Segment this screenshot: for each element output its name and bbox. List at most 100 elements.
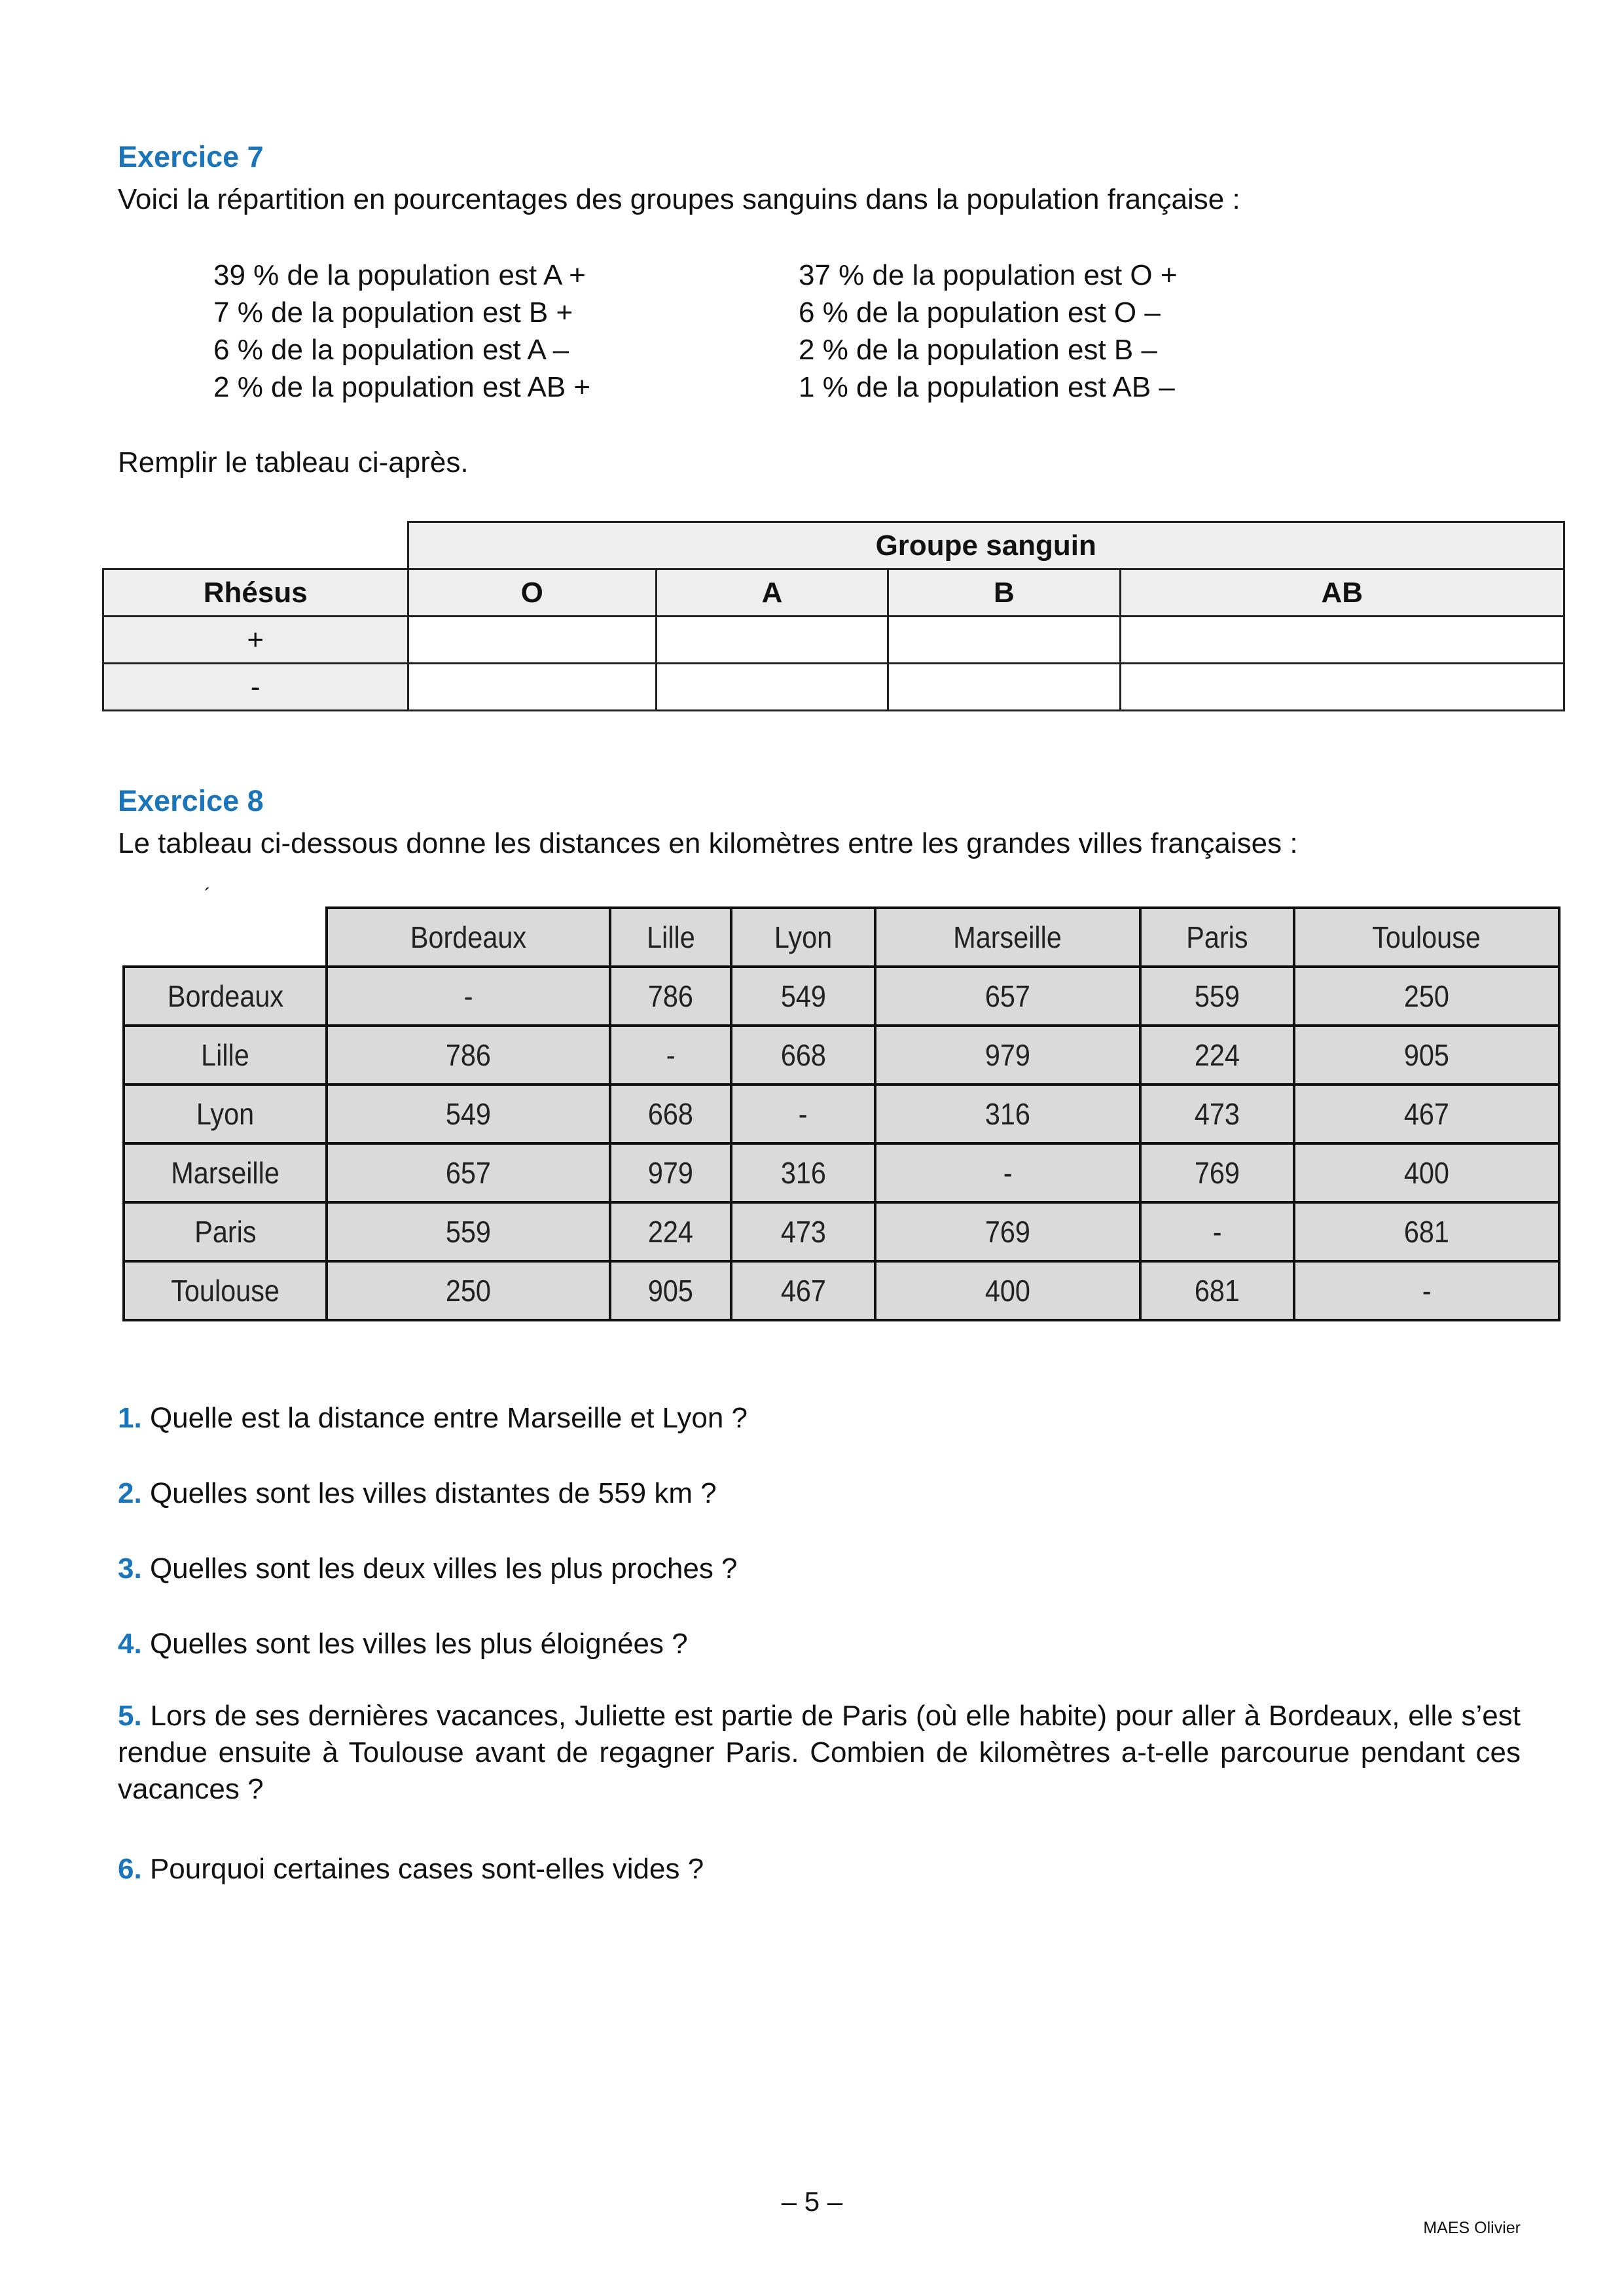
distance-cell: 224 xyxy=(608,1201,732,1263)
rhesus-minus: - xyxy=(102,662,409,711)
distance-value: - xyxy=(463,979,473,1013)
author: MAES Olivier xyxy=(1423,2219,1521,2237)
distance-value: 316 xyxy=(984,1097,1030,1131)
distance-cell: 769 xyxy=(873,1201,1142,1263)
distance-cell: 559 xyxy=(1139,965,1295,1027)
distance-cell: 400 xyxy=(1292,1142,1561,1204)
distance-value: 559 xyxy=(445,1215,492,1249)
table-row: Lyon 549 668 - 316 473 467 xyxy=(122,1083,1561,1145)
column-header: B xyxy=(887,568,1121,617)
city-label: Paris xyxy=(1186,920,1248,954)
distance-cell: 769 xyxy=(1139,1142,1295,1204)
city-label: Lyon xyxy=(196,1097,255,1131)
city-label: Lille xyxy=(646,920,695,954)
distance-cell: 316 xyxy=(873,1083,1142,1145)
question-4: 4. Quelles sont les villes les plus éloi… xyxy=(118,1628,688,1660)
question-5: 5. Lors de ses dernières vacances, Julie… xyxy=(118,1700,1521,1805)
distance-value: 400 xyxy=(1403,1156,1449,1190)
distance-cell: 905 xyxy=(1292,1024,1561,1086)
empty-corner xyxy=(103,522,408,569)
column-header: Marseille xyxy=(873,906,1142,968)
distance-cell: 559 xyxy=(325,1201,611,1263)
distance-value: 786 xyxy=(445,1038,492,1072)
distance-value: 668 xyxy=(780,1038,826,1072)
answer-cell[interactable] xyxy=(406,662,657,711)
question-3: 3. Quelles sont les deux villes les plus… xyxy=(118,1552,738,1585)
percentage-line: 1 % de la population est AB – xyxy=(799,371,1175,403)
percentage-line: 2 % de la population est AB + xyxy=(213,371,591,403)
percentages-right: 37 % de la population est O + 6 % de la … xyxy=(799,257,1178,406)
distance-value: - xyxy=(1003,1156,1013,1190)
distance-cell: 473 xyxy=(729,1201,876,1263)
question-2: 2. Quelles sont les villes distantes de … xyxy=(118,1477,717,1509)
answer-cell[interactable] xyxy=(1119,662,1566,711)
distance-value: 224 xyxy=(1194,1038,1240,1072)
city-label: Bordeaux xyxy=(167,979,283,1013)
percentage-line: 37 % de la population est O + xyxy=(799,259,1178,291)
distance-cell: 979 xyxy=(873,1024,1142,1086)
distance-value: 905 xyxy=(1403,1038,1449,1072)
row-header: Marseille xyxy=(122,1142,328,1204)
table-row: Lille 786 - 668 979 224 905 xyxy=(122,1024,1561,1086)
distance-cell: 316 xyxy=(729,1142,876,1204)
exercise-7-title: Exercice 7 xyxy=(118,140,264,173)
table-row: Marseille 657 979 316 - 769 400 xyxy=(122,1142,1561,1204)
distance-cell: 668 xyxy=(729,1024,876,1086)
distance-value: 467 xyxy=(780,1274,826,1308)
distance-value: 979 xyxy=(984,1038,1030,1072)
distance-value: 559 xyxy=(1194,979,1240,1013)
distance-cell: - xyxy=(325,965,611,1027)
answer-cell[interactable] xyxy=(406,615,657,664)
city-label: Toulouse xyxy=(171,1274,280,1308)
exercise-7-instruction: Remplir le tableau ci-après. xyxy=(118,446,469,478)
exercise-8-title: Exercice 8 xyxy=(118,784,264,817)
distance-cell: - xyxy=(1292,1260,1561,1321)
answer-cell[interactable] xyxy=(887,615,1121,664)
distance-cell: 657 xyxy=(325,1142,611,1204)
stray-mark: ´ xyxy=(204,885,211,906)
distance-value: 467 xyxy=(1403,1097,1449,1131)
rhesus-header: Rhésus xyxy=(102,568,409,617)
distance-value: - xyxy=(666,1038,676,1072)
distance-value: 905 xyxy=(647,1274,693,1308)
distance-value: 979 xyxy=(647,1156,693,1190)
percentage-line: 7 % de la population est B + xyxy=(213,296,573,329)
page-number: – 5 – xyxy=(781,2186,843,2217)
city-label: Lille xyxy=(201,1038,249,1072)
question-6: 6. Pourquoi certaines cases sont-elles v… xyxy=(118,1853,704,1885)
row-header: Bordeaux xyxy=(122,965,328,1027)
answer-cell[interactable] xyxy=(655,615,890,664)
rhesus-plus: + xyxy=(102,615,409,664)
distance-cell: 473 xyxy=(1139,1083,1295,1145)
city-label: Paris xyxy=(194,1215,257,1249)
distance-value: 473 xyxy=(780,1215,826,1249)
blood-group-table: Groupe sanguin Rhésus O A B AB + - xyxy=(102,521,1566,711)
exercise-8-intro: Le tableau ci-dessous donne les distance… xyxy=(118,827,1298,859)
table-row: Paris 559 224 473 769 - 681 xyxy=(122,1201,1561,1263)
distance-cell: 467 xyxy=(729,1260,876,1321)
distance-cell: 250 xyxy=(1292,965,1561,1027)
answer-cell[interactable] xyxy=(655,662,890,711)
distance-value: 250 xyxy=(445,1274,492,1308)
distance-table: Bordeaux Lille Lyon Marseille Paris Toulouse B… xyxy=(122,906,1561,1321)
distance-cell: 786 xyxy=(608,965,732,1027)
row-header: Paris xyxy=(122,1201,328,1263)
row-header: Lille xyxy=(122,1024,328,1086)
column-header: Lille xyxy=(608,906,732,968)
column-header: Lyon xyxy=(729,906,876,968)
header-row: Bordeaux Lille Lyon Marseille Paris Toulouse xyxy=(124,906,1561,968)
distance-cell: 668 xyxy=(608,1083,732,1145)
percentages-left: 39 % de la population est A + 7 % de la … xyxy=(213,257,590,406)
answer-cell[interactable] xyxy=(887,662,1121,711)
distance-cell: 681 xyxy=(1139,1260,1295,1321)
distance-cell: 250 xyxy=(325,1260,611,1321)
column-header: Paris xyxy=(1139,906,1295,968)
answer-cell[interactable] xyxy=(1119,615,1566,664)
distance-value: - xyxy=(1212,1215,1222,1249)
distance-cell: 905 xyxy=(608,1260,732,1321)
percentage-line: 39 % de la population est A + xyxy=(213,259,586,291)
column-header: Bordeaux xyxy=(325,906,611,968)
distance-value: 549 xyxy=(780,979,826,1013)
distance-cell: 467 xyxy=(1292,1083,1561,1145)
distance-value: 786 xyxy=(647,979,693,1013)
